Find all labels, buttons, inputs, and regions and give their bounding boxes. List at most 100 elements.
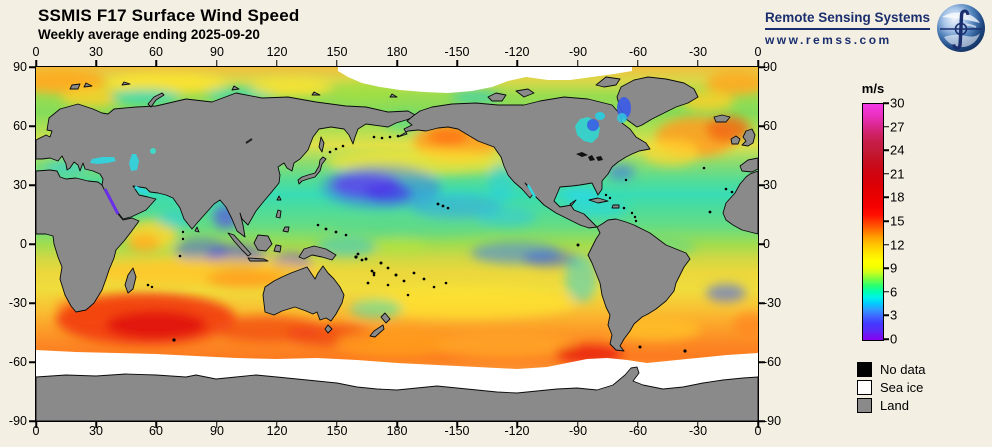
sea-ice-swatch	[857, 379, 872, 395]
left-axis-labels: 90 60 30 0 -30 -60 -90	[0, 60, 27, 428]
colorbar-tick-label: 9	[890, 260, 898, 276]
land-layer	[36, 76, 758, 421]
colorbar-tick-label: 21	[890, 166, 905, 182]
colorbar-tick-label: 0	[890, 331, 898, 347]
page-subtitle: Weekly average ending 2025-09-20	[38, 27, 260, 42]
landmass-iceland	[713, 114, 731, 123]
axis-label: -150	[444, 424, 470, 438]
axis-label: 60	[149, 45, 163, 59]
map-legend: No data Sea ice Land	[857, 360, 926, 414]
axis-label: -90	[8, 414, 27, 428]
axis-label: -30	[8, 296, 27, 310]
colorbar-tick-label: 24	[890, 142, 905, 158]
axis-label: -150	[444, 45, 470, 59]
axis-label: 0	[20, 237, 27, 251]
colorbar-tick-label: 6	[890, 284, 898, 300]
landmass-antarctica	[36, 366, 758, 421]
axis-label: 90	[210, 424, 224, 438]
axis-label: -60	[628, 45, 648, 59]
axis-label: -60	[628, 424, 648, 438]
world-wind-map	[35, 66, 759, 422]
axis-label: -90	[763, 414, 782, 428]
legend-item-sea-ice: Sea ice	[857, 378, 926, 396]
axis-label: 120	[266, 45, 288, 59]
colorbar-ticks	[883, 102, 889, 340]
right-axis-labels: 90 60 30 0 -30 -60 -90	[763, 60, 793, 428]
axis-label: -30	[688, 45, 708, 59]
legend-item-land: Land	[857, 396, 926, 414]
legend-label: Sea ice	[880, 379, 924, 395]
axis-label: 90	[13, 60, 27, 74]
remss-name: Remote Sensing Systems	[764, 10, 930, 30]
remss-url: www.remss.com	[764, 32, 892, 47]
no-data-specks	[146, 134, 734, 353]
page-title: SSMIS F17 Surface Wind Speed	[38, 6, 300, 25]
axis-label: 0	[32, 45, 40, 59]
arctic-ice-cap	[338, 67, 632, 93]
landmass-greenland	[616, 76, 699, 128]
axis-label: 0	[763, 237, 770, 251]
colorbar-labels: 30 27 24 21 18 15 12 9 6 3 0	[890, 96, 920, 347]
axis-label: 60	[763, 119, 777, 133]
landmass-africa-west	[722, 170, 758, 235]
axis-label: -120	[504, 45, 530, 59]
colorbar	[862, 103, 884, 341]
top-axis-ticks	[35, 60, 759, 67]
landmass-africa	[36, 169, 140, 313]
wind-speed-field	[36, 69, 758, 363]
remss-logo: Remote Sensing Systems www.remss.com ∫	[764, 2, 986, 53]
axis-label: 120	[266, 424, 288, 438]
axis-label: -90	[568, 424, 588, 438]
axis-label: 150	[326, 424, 348, 438]
left-axis-ticks	[29, 66, 36, 422]
colorbar-tick-label: 30	[890, 95, 905, 111]
wind-field-canvas	[36, 67, 758, 421]
axis-label: -60	[8, 355, 27, 369]
bottom-axis-labels: 0 30 60 90 120 150 180 -150 -120 -90 -60…	[32, 424, 762, 439]
axis-label: 0	[32, 424, 40, 438]
bottom-axis-ticks	[35, 421, 759, 428]
axis-label: 60	[13, 119, 27, 133]
axis-label: 90	[210, 45, 224, 59]
colorbar-tick-label: 15	[890, 213, 905, 229]
axis-label: -30	[763, 296, 782, 310]
landmass-south-america	[587, 218, 691, 352]
axis-label: 180	[386, 45, 408, 59]
colorbar-tick-label: 12	[890, 237, 905, 253]
axis-label: 150	[326, 45, 348, 59]
landmass-eurasia	[36, 92, 418, 238]
top-axis-labels: 0 30 60 90 120 150 180 -150 -120 -90 -60…	[32, 45, 762, 60]
axis-label: 30	[89, 45, 103, 59]
axis-label: 30	[763, 178, 777, 192]
right-axis-ticks	[758, 66, 765, 422]
colorbar-tick-label: 27	[890, 119, 905, 135]
svg-text:∫: ∫	[950, 3, 972, 51]
axis-label: -30	[688, 424, 708, 438]
landmass-british-isles	[741, 128, 756, 147]
colorbar-unit: m/s	[861, 81, 885, 96]
landmass-australia	[262, 265, 345, 322]
axis-label: 90	[763, 60, 777, 74]
legend-label: No data	[880, 361, 926, 377]
axis-label: -60	[763, 355, 782, 369]
axis-label: 30	[13, 178, 27, 192]
legend-label: Land	[880, 397, 909, 413]
globe-logo-icon: ∫	[936, 2, 986, 53]
axis-label: 30	[89, 424, 103, 438]
colorbar-tick-label: 18	[890, 189, 905, 205]
axis-label: -90	[568, 45, 588, 59]
remss-logo-text: Remote Sensing Systems www.remss.com	[764, 10, 930, 47]
axis-label: 60	[149, 424, 163, 438]
axis-label: 0	[754, 45, 762, 59]
axis-label: -120	[504, 424, 530, 438]
no-data-swatch	[857, 361, 872, 377]
islands	[69, 76, 621, 338]
inland-seas	[90, 97, 631, 215]
legend-item-no-data: No data	[857, 360, 926, 378]
colorbar-tick-label: 3	[890, 307, 898, 323]
landmass-iberia	[739, 157, 758, 173]
land-swatch	[857, 397, 872, 413]
axis-label: 0	[754, 424, 762, 438]
axis-label: 180	[386, 424, 408, 438]
